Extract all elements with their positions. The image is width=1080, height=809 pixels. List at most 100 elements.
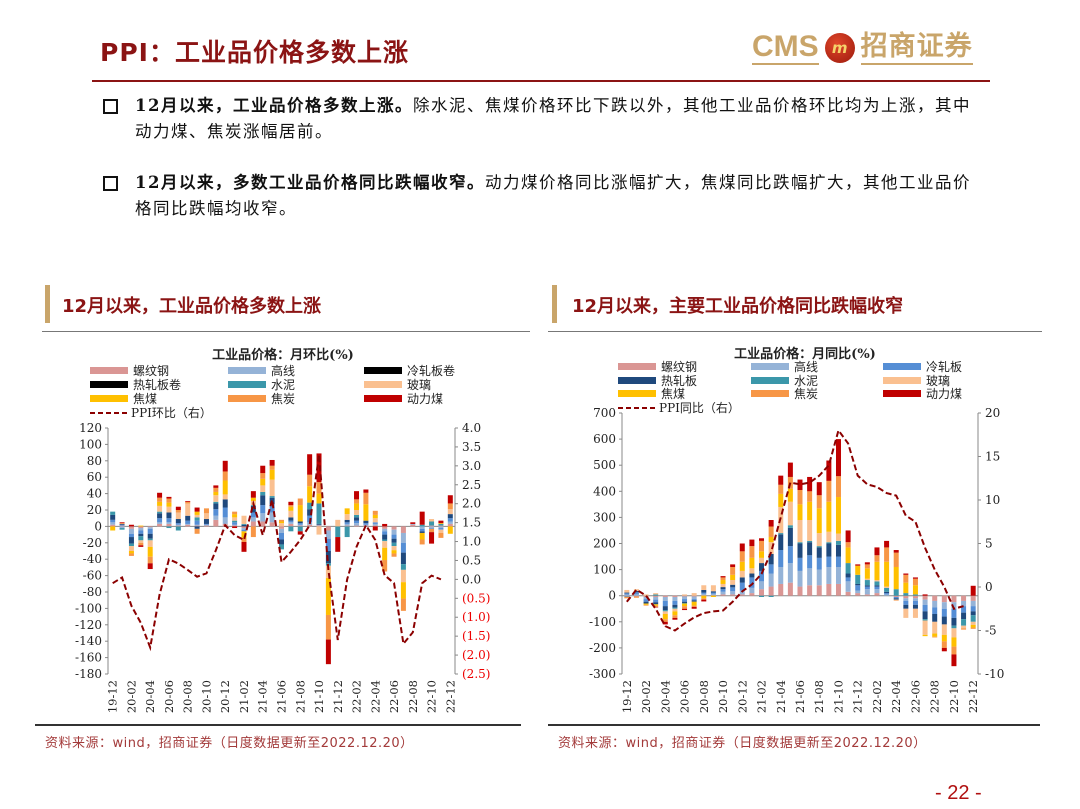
bar-segment-焦煤	[438, 523, 444, 524]
bar-segment-焦炭	[269, 465, 275, 470]
bar-segment-螺纹钢	[232, 525, 238, 527]
bar-segment-高线	[643, 597, 649, 600]
right-heading-rule	[548, 331, 1042, 332]
bar-segment-螺纹钢	[297, 525, 303, 527]
bar-segment-高线	[429, 526, 435, 529]
bar-segment-焦煤	[807, 501, 813, 521]
bar-segment-玻璃	[970, 621, 976, 625]
bar-segment-水泥	[874, 581, 880, 586]
x-tick-label: 20-12	[218, 680, 232, 713]
x-tick-label: 20-06	[162, 680, 176, 713]
bar-segment-焦炭	[835, 476, 841, 498]
bar-segment-动力煤	[147, 563, 153, 570]
x-tick-label: 20-10	[716, 680, 730, 713]
bar-segment-螺纹钢	[932, 595, 938, 601]
legend-label: 螺纹钢	[133, 364, 169, 378]
bar-segment-焦炭	[175, 510, 181, 513]
bar-segment-水泥	[147, 538, 153, 541]
bar-segment-焦煤	[855, 565, 861, 575]
x-tick-label: 20-02	[124, 680, 138, 713]
y2-tick-label: 20	[985, 406, 1000, 420]
legend-label: 高线	[271, 363, 295, 378]
bar-segment-热轧板	[787, 527, 793, 547]
y-tick-label: 0	[608, 589, 616, 603]
bar-segment-玻璃	[166, 506, 172, 513]
bar-segment-螺纹钢	[633, 595, 639, 597]
bar-segment-高线	[297, 524, 303, 526]
bar-segment-动力煤	[241, 541, 247, 552]
bar-segment-热轧板卷	[419, 531, 425, 533]
bar-segment-水泥	[194, 517, 200, 521]
bar-segment-焦煤	[874, 561, 880, 581]
bar-segment-动力煤	[864, 562, 870, 565]
logo-text-cn: 招商证券	[860, 31, 973, 65]
bar-segment-动力煤	[768, 520, 774, 527]
bar-segment-焦炭	[739, 551, 745, 562]
bar-segment-高线	[855, 590, 861, 594]
bar-segment-高线	[961, 600, 967, 607]
bar-segment-螺纹钢	[922, 595, 928, 600]
bar-segment-热轧板卷	[279, 539, 284, 545]
y-tick-label: -100	[589, 615, 616, 629]
bar-segment-高线	[701, 593, 707, 596]
y-tick-label: 700	[593, 406, 616, 420]
legend-swatch	[228, 381, 266, 388]
bar-segment-冷轧板卷	[241, 529, 247, 532]
legend-label: 水泥	[794, 374, 818, 388]
bar-segment-焦炭	[643, 604, 649, 606]
bar-segment-高线	[279, 528, 284, 533]
bar-segment-冷轧板卷	[344, 522, 350, 524]
bar-segment-热轧板	[874, 585, 880, 587]
bar-segment-焦炭	[203, 508, 209, 514]
bar-segment-冷轧板	[653, 599, 659, 603]
bar-segment-冷轧板	[768, 564, 774, 574]
bar-segment-热轧板卷	[138, 533, 144, 537]
bar-segment-高线	[778, 566, 784, 584]
bar-segment-高线	[720, 591, 726, 595]
bar-segment-焦炭	[250, 526, 256, 538]
bar-segment-水泥	[316, 503, 322, 524]
bar-segment-动力煤	[128, 524, 134, 527]
bar-segment-冷轧板卷	[447, 518, 453, 522]
x-tick-label: 21-02	[237, 680, 251, 713]
bar-segment-冷轧板卷	[279, 532, 284, 540]
bar-segment-热轧板卷	[194, 526, 200, 529]
bar-segment-冷轧板	[970, 606, 976, 612]
bar-segment-动力煤	[835, 439, 841, 477]
bar-segment-水泥	[429, 521, 435, 526]
bar-segment-水泥	[864, 580, 870, 586]
y2-tick-label: (1.0)	[462, 610, 490, 624]
bar-segment-焦炭	[768, 526, 774, 537]
bar-segment-水泥	[250, 505, 256, 506]
bar-segment-焦炭	[951, 646, 957, 655]
bar-segment-动力煤	[922, 594, 928, 596]
bar-segment-螺纹钢	[970, 595, 976, 601]
bar-segment-水泥	[128, 543, 134, 547]
bar-segment-玻璃	[269, 479, 275, 497]
bar-segment-螺纹钢	[826, 583, 832, 596]
legend-label: 焦炭	[271, 392, 295, 406]
y2-tick-label: 10	[985, 493, 1000, 507]
bar-segment-水泥	[807, 540, 813, 543]
bar-segment-冷轧板	[855, 585, 861, 591]
bar-segment-螺纹钢	[662, 595, 668, 598]
bar-segment-焦炭	[662, 619, 668, 622]
bar-segment-焦煤	[344, 508, 350, 515]
bar-segment-动力煤	[662, 621, 668, 625]
legend-swatch	[364, 367, 402, 374]
bar-segment-冷轧板	[826, 556, 832, 567]
bullet-1-text: 除水泥、焦煤价格环比下跌以外，其他工业品价格环比均为上涨，其中动力煤、焦炭涨幅居…	[135, 96, 971, 141]
bar-segment-螺纹钢	[222, 523, 228, 527]
y-tick-label: 100	[79, 437, 102, 451]
bar-segment-水泥	[288, 526, 294, 532]
bar-segment-动力煤	[288, 501, 294, 506]
bar-segment-高线	[447, 521, 453, 524]
bar-segment-玻璃	[662, 611, 668, 614]
bar-segment-水泥	[260, 491, 266, 496]
bar-segment-高线	[166, 522, 172, 524]
legend-swatch	[618, 390, 656, 397]
bar-segment-玻璃	[912, 608, 918, 618]
bar-segment-焦炭	[128, 553, 134, 556]
bar-segment-焦炭	[653, 605, 659, 607]
legend-swatch	[883, 390, 921, 397]
